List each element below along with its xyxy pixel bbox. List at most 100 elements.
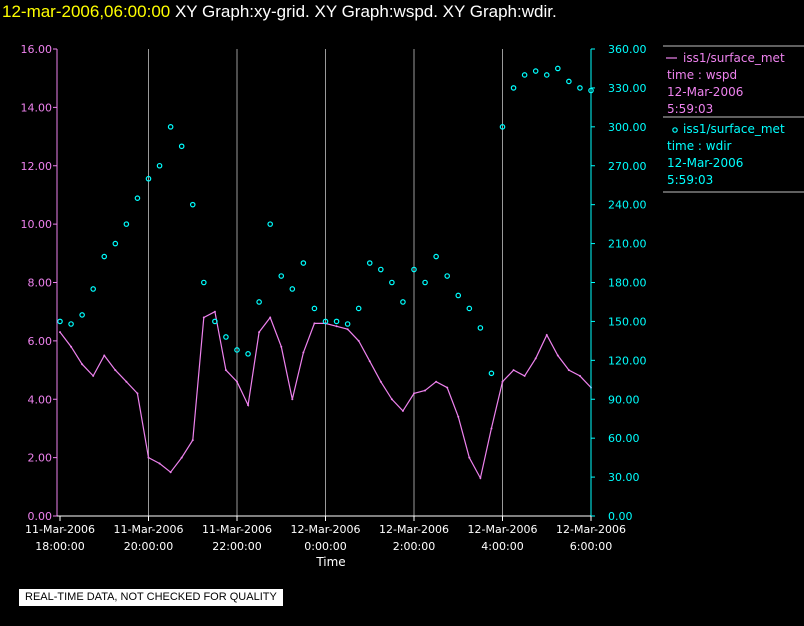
y-right-tick-label: 150.00 [608, 315, 647, 328]
wdir-point [311, 305, 318, 312]
wdir-series [57, 65, 594, 377]
wspd-point [468, 456, 471, 459]
y-right-tick-label: 60.00 [608, 432, 640, 445]
wspd-point [523, 374, 526, 377]
wspd-point [114, 369, 117, 372]
wdir-point [411, 266, 417, 273]
wdir-point [366, 260, 373, 266]
axes: 0.00 2.00 4.00 6.00 8.00 10.00 12.00 14.00 16.00… [21, 43, 647, 553]
y-right-tick-label: 210.00 [608, 238, 647, 251]
wdir-point [101, 253, 108, 260]
wspd-point [435, 380, 438, 383]
legend-text-line: 12-Mar-2006 [667, 85, 743, 99]
wdir-point [543, 72, 550, 78]
y-right-tick-label: 0.00 [608, 510, 633, 523]
wdir-point [466, 305, 473, 312]
wdir-point [499, 124, 506, 130]
wspd-point [556, 354, 559, 357]
y-left-tick-label: 0.00 [28, 510, 53, 523]
wspd-point [92, 374, 95, 377]
wdir-point [510, 85, 517, 91]
wspd-point [236, 380, 238, 383]
wspd-point [158, 462, 161, 465]
wdir-point [112, 240, 119, 247]
wspd-point [545, 334, 548, 337]
wdir-point [267, 221, 273, 227]
wdir-point [223, 334, 229, 340]
wspd-point [313, 322, 316, 325]
wdir-point [521, 72, 528, 78]
wdir-point [577, 85, 583, 91]
graph-title: 12-mar-2006,06:00:00 XY Graph:xy-grid. X… [2, 1, 557, 23]
wspd-point [501, 380, 504, 383]
wdir-point [134, 195, 141, 201]
wspd-point [103, 354, 106, 357]
legend-text-line: 12-Mar-2006 [667, 156, 743, 170]
x-tick-label-date: 12-Mar-2006 [291, 523, 361, 536]
wspd-point [213, 310, 216, 313]
x-tick-label-time: 22:00:00 [212, 540, 261, 553]
wspd-point [169, 471, 172, 474]
wdir-point [300, 260, 307, 266]
wspd-point [457, 415, 460, 418]
wspd-point [81, 363, 84, 366]
wspd-point [379, 380, 382, 383]
wdir-point [278, 273, 285, 279]
title-time: 12-mar-2006,06:00:00 [2, 2, 171, 21]
wdir-point [566, 78, 572, 85]
wdir-point [532, 68, 539, 74]
wdir-point [333, 318, 340, 325]
wspd-point [125, 380, 128, 383]
y-left-tick-label: 14.00 [21, 101, 53, 114]
wdir-point [322, 318, 329, 325]
y-right-tick-label: 90.00 [608, 393, 640, 406]
legend-text-line: time : wspd [667, 68, 737, 82]
x-tick-label-time: 18:00:00 [35, 540, 84, 553]
y-left-tick-label: 12.00 [21, 160, 53, 173]
wdir-point [344, 321, 351, 327]
x-tick-label-time: 6:00:00 [570, 540, 612, 553]
wdir-point [79, 312, 85, 318]
wdir-point [389, 279, 395, 286]
wspd-point [479, 477, 482, 480]
y-left-tick-label: 10.00 [21, 218, 53, 231]
wspd-point [302, 351, 305, 354]
y-right-tick-label: 30.00 [608, 471, 640, 484]
wdir-point [488, 370, 495, 377]
wspd-point [357, 339, 360, 342]
wspd-point [191, 439, 194, 442]
x-tick-label-date: 11-Mar-2006 [114, 523, 184, 536]
y-right-tick-label: 270.00 [608, 160, 647, 173]
wspd-point [180, 456, 183, 459]
y-left-tick-label: 4.00 [28, 393, 53, 406]
y-left-tick-label: 6.00 [28, 335, 53, 348]
wspd-point [70, 345, 73, 348]
y-right-tick-label: 120.00 [608, 354, 647, 367]
wspd-point [291, 398, 294, 401]
y-right-tick-label: 330.00 [608, 82, 647, 95]
y-right-tick-label: 360.00 [608, 43, 647, 56]
wdir-point [167, 124, 174, 130]
x-tick-label-date: 12-Mar-2006 [556, 523, 626, 536]
wdir-point [145, 175, 152, 182]
y-left-tick-label: 8.00 [28, 277, 53, 290]
wdir-point [378, 266, 384, 273]
wdir-point [477, 325, 484, 331]
wspd-point [401, 409, 404, 412]
wspd-point [136, 392, 139, 395]
wspd-point [224, 369, 227, 372]
wdir-point [201, 279, 207, 286]
x-tick-label-date: 11-Mar-2006 [202, 523, 272, 536]
wspd-point [368, 360, 371, 363]
grid-lines [148, 49, 503, 516]
y-left-tick-label: 16.00 [21, 43, 53, 56]
wspd-point [59, 331, 61, 334]
y-right-tick-label: 240.00 [608, 199, 647, 212]
wdir-point [189, 201, 196, 208]
wdir-point [234, 347, 240, 353]
legend-text-line: time : wdir [667, 139, 732, 153]
wdir-point [212, 318, 218, 325]
wdir-point [289, 286, 296, 292]
